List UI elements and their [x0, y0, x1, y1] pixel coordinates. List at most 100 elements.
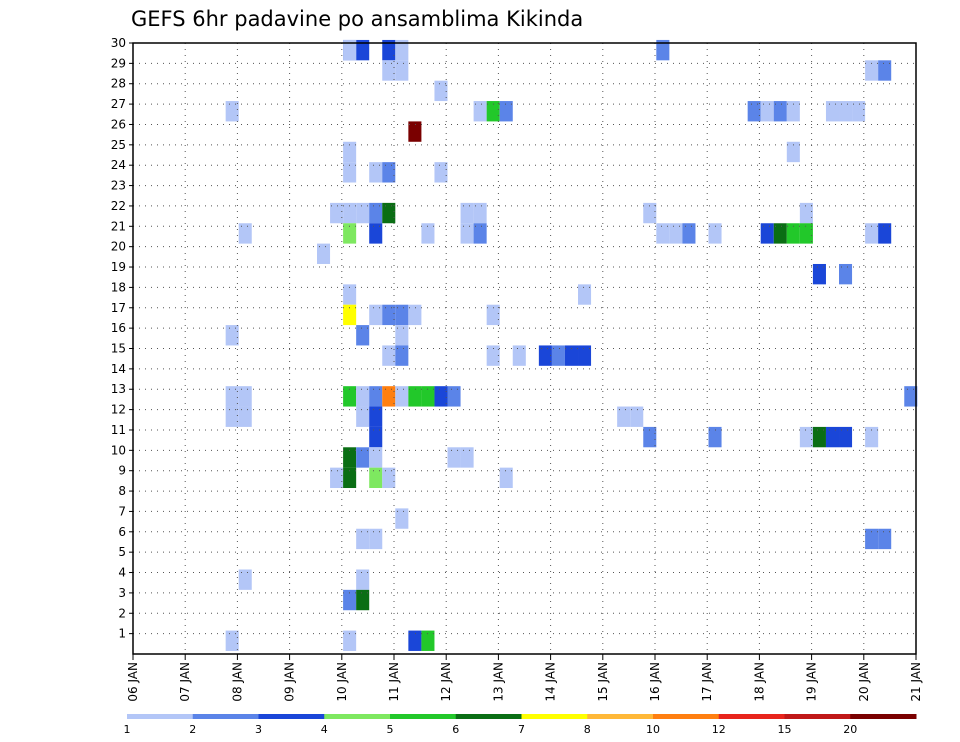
ensemble-cell	[369, 447, 383, 468]
ensemble-cell	[343, 202, 357, 224]
ensemble-cell	[225, 406, 239, 427]
ensemble-cell	[369, 162, 383, 183]
ensemble-cell	[643, 426, 657, 448]
x-tick-label: 21 JAN	[909, 662, 923, 702]
y-tick-label: 3	[118, 586, 126, 600]
ensemble-cell	[473, 101, 487, 122]
colorbar-swatch	[521, 714, 588, 719]
ensemble-cell	[825, 101, 840, 122]
y-tick-label: 24	[111, 158, 126, 172]
colorbar-swatch	[390, 714, 457, 719]
ensemble-cell	[564, 345, 579, 366]
ensemble-cell	[786, 141, 800, 163]
ensemble-cell	[643, 202, 657, 224]
ensemble-cell	[343, 589, 357, 611]
y-tick-label: 20	[111, 240, 126, 254]
ensemble-cell	[669, 223, 683, 244]
ensemble-cell	[382, 345, 396, 366]
ensemble-cell	[343, 162, 357, 183]
y-tick-label: 23	[111, 179, 126, 193]
ensemble-cell	[238, 386, 252, 407]
ensemble-cell	[238, 569, 252, 590]
y-tick-label: 30	[111, 36, 126, 50]
x-tick-label: 07 JAN	[178, 662, 192, 702]
ensemble-cell	[395, 386, 409, 407]
colorbar-label: 10	[646, 723, 660, 736]
y-tick-label: 26	[111, 117, 126, 131]
ensemble-cell	[317, 243, 331, 264]
y-tick-label: 16	[111, 321, 126, 335]
colorbar-label: 2	[189, 723, 196, 736]
ensemble-cell	[499, 101, 513, 122]
ensemble-cell	[904, 386, 918, 407]
ensemble-cell	[839, 101, 853, 122]
colorbar-swatch	[324, 714, 391, 719]
colorbar: 1 2 3 4 5 6 7 8 10 12 15 20	[124, 714, 917, 736]
ensemble-cell	[395, 60, 409, 81]
ensemble-cell	[812, 263, 826, 285]
x-tick-label: 06 JAN	[126, 662, 140, 702]
ensemble-cell	[839, 263, 853, 285]
colorbar-label: 6	[452, 723, 459, 736]
ensemble-cell	[343, 223, 357, 244]
ensemble-cell	[878, 528, 892, 550]
ensemble-cell	[617, 406, 631, 427]
ensemble-cell	[799, 426, 813, 448]
ensemble-cell	[460, 447, 474, 468]
ensemble-cell	[486, 345, 500, 366]
ensemble-cell	[434, 386, 448, 407]
y-tick-label: 19	[111, 260, 126, 274]
ensemble-cell	[799, 223, 813, 244]
ensemble-cell	[434, 162, 448, 183]
colorbar-label: 5	[387, 723, 394, 736]
ensemble-cell	[225, 630, 239, 651]
y-tick-label: 17	[111, 301, 126, 315]
ensemble-cell	[356, 589, 370, 611]
ensemble-cell	[578, 345, 592, 366]
ensemble-cell	[382, 304, 396, 326]
colorbar-label: 1	[124, 723, 131, 736]
ensemble-cell	[760, 101, 774, 122]
y-tick-label: 22	[111, 199, 126, 213]
ensemble-cell	[786, 223, 800, 244]
ensemble-cell	[343, 39, 357, 61]
y-tick-label: 8	[118, 484, 126, 498]
ensemble-cell	[356, 447, 370, 468]
colorbar-label: 20	[843, 723, 857, 736]
y-tick-label: 2	[118, 606, 126, 620]
ensemble-cell	[225, 386, 239, 407]
ensemble-cell	[238, 223, 252, 244]
ensemble-cell	[630, 406, 644, 427]
ensemble-cell	[343, 467, 357, 489]
ensemble-cell	[656, 223, 670, 244]
ensemble-cell	[760, 223, 774, 244]
ensemble-cell	[499, 467, 513, 489]
ensemble-cell	[878, 223, 892, 244]
ensemble-cell	[343, 284, 357, 305]
ensemble-cell	[382, 202, 396, 224]
ensemble-cell	[395, 304, 409, 326]
ensemble-cell	[382, 39, 396, 61]
ensemble-cell	[225, 325, 239, 346]
ensemble-cell	[812, 426, 826, 448]
y-tick-label: 1	[118, 627, 126, 641]
y-tick-label: 5	[118, 545, 126, 559]
x-tick-label: 20 JAN	[857, 662, 871, 702]
ensemble-cell	[460, 202, 474, 224]
ensemble-cell	[369, 426, 383, 448]
ensemble-cell	[747, 101, 761, 122]
ensemble-cell	[369, 467, 383, 489]
ensemble-cell	[486, 304, 500, 326]
y-tick-label: 27	[111, 97, 126, 111]
x-tick-label: 11 JAN	[387, 662, 401, 702]
ensemble-cell	[225, 101, 239, 122]
ensemble-cell	[343, 447, 357, 468]
ensemble-cell	[382, 467, 396, 489]
colorbar-label: 3	[255, 723, 262, 736]
ensemble-cell	[408, 386, 422, 407]
ensemble-cell	[369, 202, 383, 224]
ensemble-cell	[356, 386, 370, 407]
ensemble-cell	[447, 447, 461, 468]
y-tick-label: 9	[118, 464, 126, 478]
x-tick-label: 13 JAN	[491, 662, 505, 702]
